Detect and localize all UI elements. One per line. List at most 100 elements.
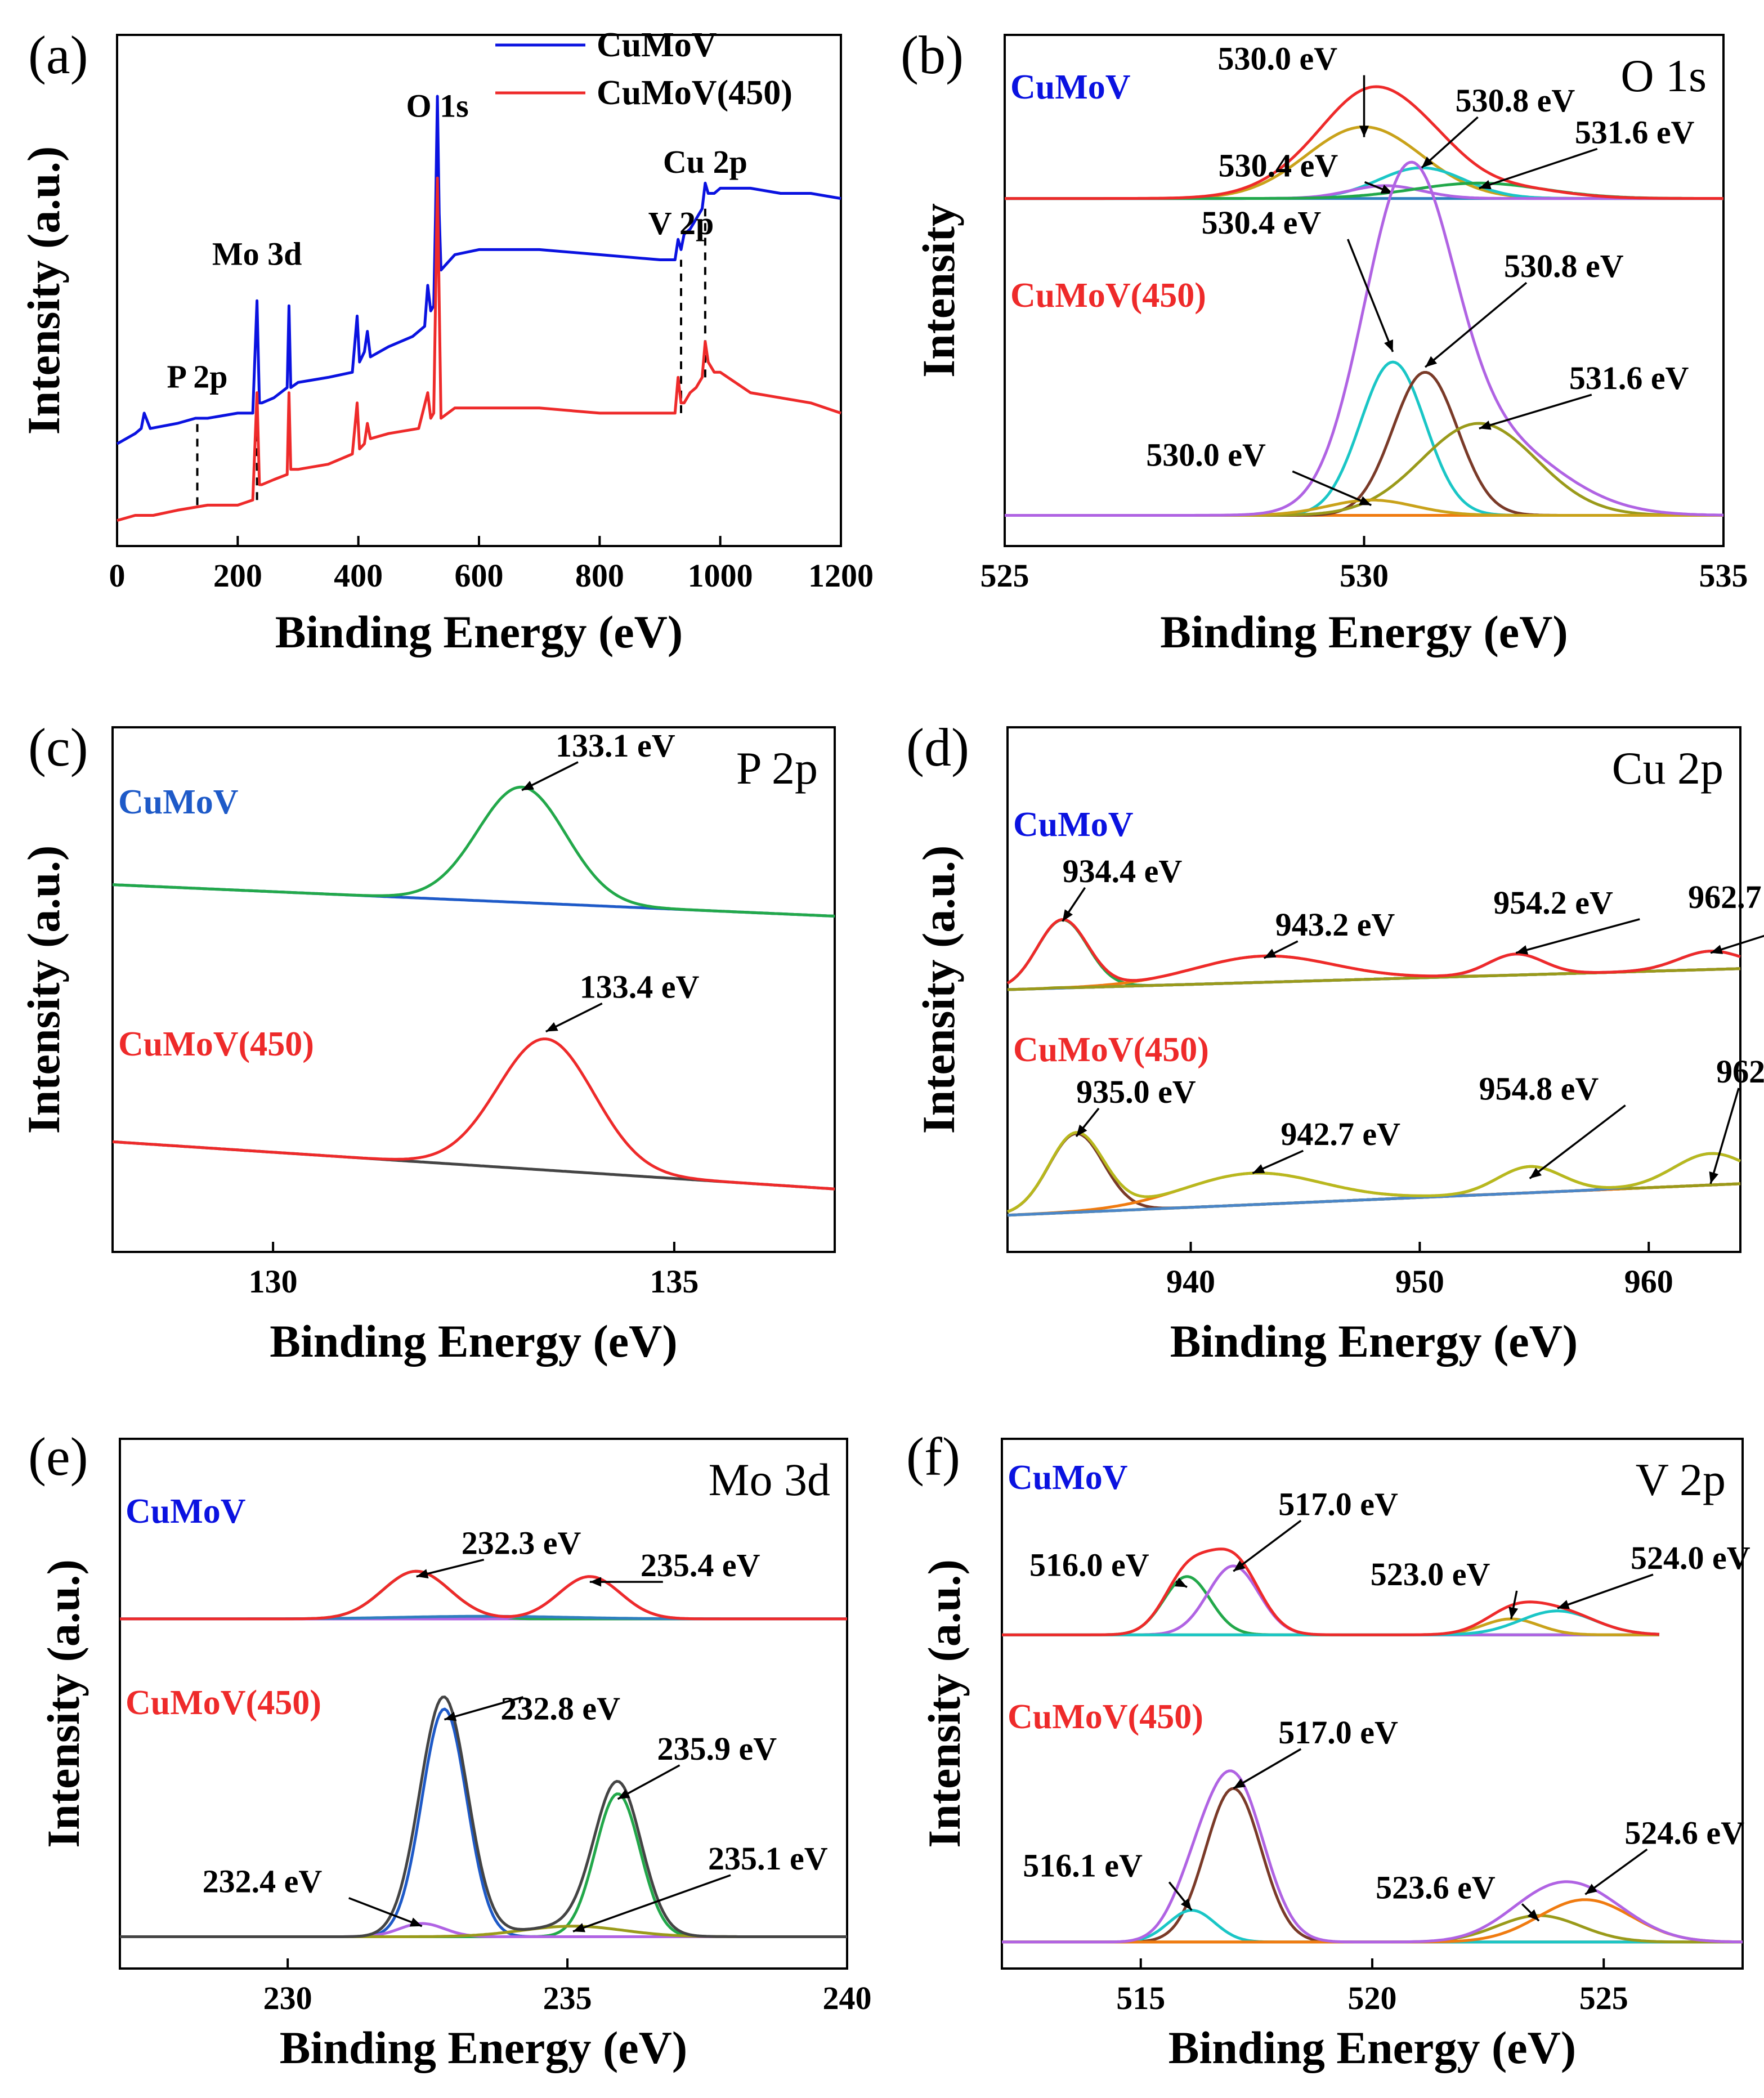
x-tick-label: 135: [650, 1263, 699, 1300]
panel-letter: (b): [901, 25, 964, 85]
envelope-curve: [1002, 1769, 1743, 1944]
peak-label: 232.3 eV: [462, 1525, 581, 1562]
sample-label: CuMoV: [1013, 806, 1134, 844]
arrow-head: [409, 1917, 422, 1927]
peak-label: 517.0 eV: [1278, 1714, 1398, 1751]
annotation-arrow: [348, 1897, 423, 1927]
core-level-label: Cu 2p: [1612, 742, 1723, 794]
peak-label: 934.4 eV: [1063, 853, 1183, 889]
peak-label: Mo 3d: [212, 236, 302, 272]
peak-label: 935.0 eV: [1076, 1073, 1196, 1110]
arrow-head: [1479, 421, 1492, 430]
x-axis-label: Binding Energy (eV): [270, 1316, 677, 1367]
peak-label: 232.8 eV: [500, 1690, 620, 1727]
panel-letter: (e): [28, 1426, 88, 1487]
x-axis-label: Binding Energy (eV): [1168, 2022, 1576, 2073]
panel-c: 130 135 (c) Binding Energy (eV) Intensity (a…: [18, 717, 836, 1367]
panel-letter: (c): [28, 717, 88, 777]
plot-frame: [111, 726, 836, 1253]
peak-label: 530.4 eV: [1202, 204, 1322, 241]
peak-label: 524.6 eV: [1624, 1814, 1744, 1851]
arrow-head: [589, 1577, 602, 1587]
arrow-head: [444, 1711, 457, 1721]
peak-label: 524.0 eV: [1631, 1540, 1750, 1576]
envelope-curve: [1006, 918, 1741, 985]
peak-label: 531.6 eV: [1575, 114, 1695, 150]
plot-frame: [119, 1438, 848, 1970]
x-tick-label: 520: [1348, 1980, 1397, 2016]
annotation-arrow: [416, 1558, 485, 1578]
envelope-curve: [120, 1569, 847, 1621]
x-axis-label: Binding Energy (eV): [1160, 606, 1568, 657]
annotation-arrow: [1710, 934, 1764, 954]
fitted-peak-curve: [120, 1925, 847, 1938]
peak-label: 232.4 eV: [203, 1863, 323, 1900]
y-axis-label: Intensity (a.u.): [919, 1559, 970, 1848]
arrow-head: [1529, 1167, 1542, 1179]
peak-label: 235.9 eV: [657, 1730, 777, 1767]
annotation-arrow: [1421, 116, 1479, 169]
peak-label: 962.7 eV: [1688, 879, 1764, 915]
annotation-arrow: [1346, 239, 1394, 352]
panel-letter: (d): [906, 717, 969, 777]
x-tick-label: 200: [213, 557, 262, 594]
annotation-arrow: [1424, 281, 1528, 368]
peak-label: 523.6 eV: [1376, 1869, 1496, 1905]
peak-label: 530.0 eV: [1146, 436, 1266, 473]
peak-label: 235.4 eV: [641, 1547, 760, 1583]
envelope-curve: [112, 1037, 835, 1191]
peak-label: 530.4 eV: [1219, 147, 1338, 184]
panel-letter: (a): [28, 25, 88, 85]
x-tick-label: 1200: [808, 557, 874, 594]
peak-label: 517.0 eV: [1278, 1486, 1398, 1522]
panel-b: 525 530 535 (b) Binding Energy (eV) Intensity…: [901, 25, 1748, 657]
fitted-peak-curve: [1002, 1914, 1743, 1944]
x-tick-label: 525: [981, 557, 1029, 594]
sample-block: CuMoV(450) 517.0 eV 516.1 eV 523.6 eV 524.6 …: [1002, 1698, 1744, 1944]
sample-label: CuMoV(450): [1010, 276, 1206, 315]
sample-block: CuMoV(450) 133.4 eV: [112, 969, 835, 1191]
x-axis-label: Binding Energy (eV): [280, 2022, 687, 2073]
peak-label: Cu 2p: [663, 144, 747, 180]
peak-label: 962.7 eV: [1716, 1053, 1764, 1090]
x-tick-label: 235: [543, 1980, 592, 2016]
arrow-head: [1508, 1607, 1519, 1619]
x-tick-label: 800: [575, 557, 624, 594]
peak-label: O 1s: [406, 87, 468, 124]
x-axis-label: Binding Energy (eV): [1170, 1316, 1578, 1367]
sample-block: CuMoV 934.4 eV 943.2 eV 954.2 eV 962.7 eV: [1006, 806, 1764, 991]
annotation-arrow: [444, 1696, 523, 1721]
core-level-label: O 1s: [1620, 50, 1707, 101]
annotation-arrow: [1233, 1519, 1302, 1572]
peak-label: 942.7 eV: [1281, 1116, 1400, 1152]
arrow-head: [1384, 339, 1394, 352]
arrow-head: [1557, 1600, 1570, 1609]
arrow-head: [522, 781, 534, 790]
panel-e: 230 235 240 (e) Binding Energy (eV) Intensity…: [28, 1426, 872, 2073]
envelope-curve: [1002, 1547, 1660, 1636]
core-level-label: Mo 3d: [709, 1454, 830, 1505]
x-tick-label: 515: [1116, 1980, 1165, 2016]
arrow-head: [1175, 1577, 1187, 1587]
peak-label: V 2p: [648, 205, 714, 241]
annotation-arrow: [1479, 393, 1592, 430]
panel-letter: (f): [906, 1426, 960, 1487]
legend-entry: CuMoV(450): [597, 74, 793, 112]
sample-label: CuMoV(450): [126, 1684, 321, 1722]
x-tick-label: 240: [823, 1980, 872, 2016]
arrow-head: [1711, 945, 1723, 954]
fitted-peak-curve: [1002, 1617, 1659, 1636]
legend-entry: CuMoV: [597, 26, 717, 64]
peak-label: 516.0 eV: [1029, 1546, 1149, 1583]
sample-label: CuMoV(450): [1013, 1031, 1209, 1069]
fitted-peak-curve: [1007, 1165, 1741, 1217]
series-line: [116, 95, 841, 445]
arrow-head: [1076, 1124, 1087, 1137]
annotation-arrow: [1529, 1104, 1626, 1179]
arrow-head: [1425, 356, 1438, 368]
envelope-curve: [1007, 1131, 1741, 1213]
peak-label: 516.1 eV: [1023, 1847, 1143, 1884]
arrow-head: [545, 1022, 558, 1032]
